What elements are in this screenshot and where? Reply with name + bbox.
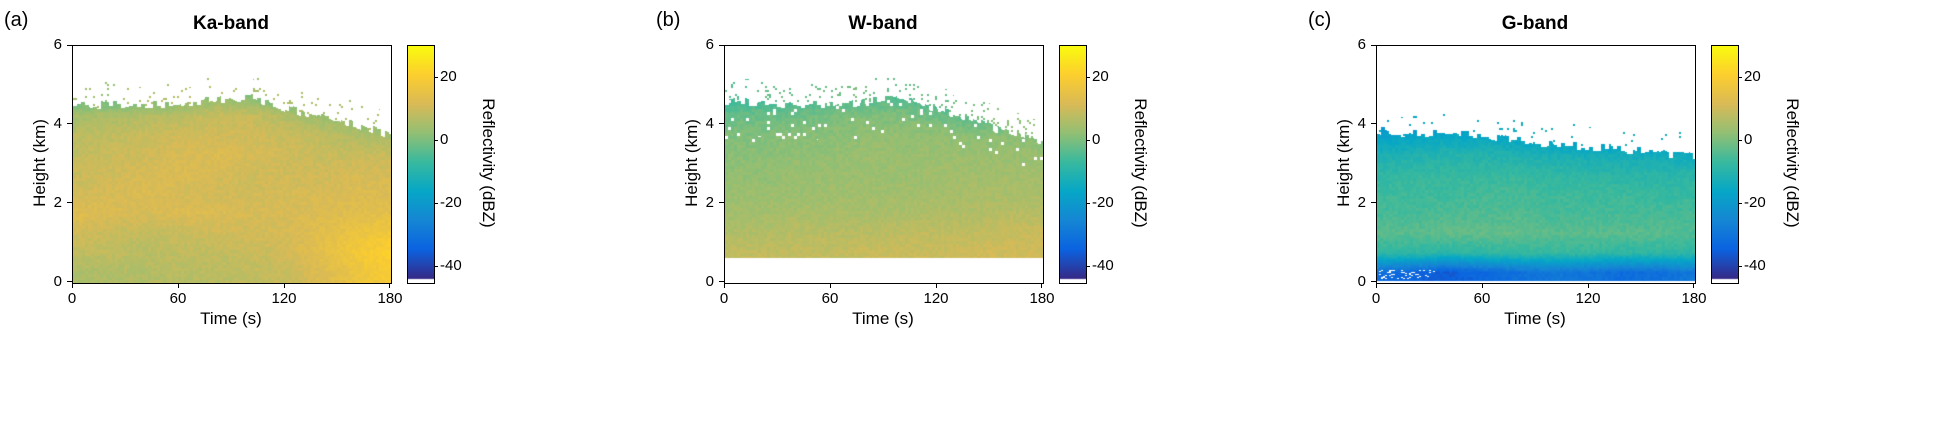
x-axis-label: Time (s) — [200, 309, 262, 328]
x-tick-mark — [936, 283, 937, 288]
y-tick-mark — [1371, 45, 1376, 46]
y-tick-mark — [67, 202, 72, 203]
y-tick-label: 2 — [53, 194, 62, 211]
y-tick-mark — [1371, 123, 1376, 124]
y-tick-mark — [719, 281, 724, 282]
colorbar-tick-label: -40 — [440, 257, 462, 275]
x-tick-label: 120 — [923, 290, 949, 307]
heatmap-canvas — [725, 46, 1043, 283]
plot-title: G-band — [1501, 13, 1569, 34]
y-tick-mark — [719, 45, 724, 46]
panel-ka-band: (a) Ka-band Height (km) Time (s) Reflect… — [0, 0, 652, 430]
panel-letter: (a) — [4, 9, 29, 31]
x-tick-mark — [1693, 283, 1694, 288]
y-tick-label: 6 — [53, 36, 62, 53]
panel-g-band: (c) G-band Height (km) Time (s) Reflecti… — [1304, 0, 1956, 430]
x-tick-label: 0 — [719, 290, 729, 307]
y-tick-label: 2 — [705, 194, 714, 211]
x-tick-mark — [724, 283, 725, 288]
x-tick-label: 180 — [1029, 290, 1055, 307]
x-tick-label: 60 — [169, 290, 187, 307]
heatmap-plot — [72, 45, 392, 284]
colorbar-tick-mark — [1738, 139, 1742, 141]
x-tick-label: 180 — [377, 290, 403, 307]
heatmap-canvas — [73, 46, 391, 283]
x-tick-label: 180 — [1681, 290, 1707, 307]
x-tick-label: 0 — [67, 290, 77, 307]
x-tick-label: 60 — [1473, 290, 1491, 307]
x-tick-mark — [1376, 283, 1377, 288]
colorbar-tick-mark — [1086, 139, 1090, 141]
colorbar-label: Reflectivity (dBZ) — [1783, 98, 1802, 228]
plot-title: W-band — [848, 13, 918, 34]
y-tick-label: 4 — [1357, 115, 1366, 132]
colorbar-tick-mark — [1738, 76, 1742, 78]
y-tick-label: 4 — [705, 115, 714, 132]
colorbar-tick-mark — [434, 76, 438, 78]
colorbar-tick-label: -20 — [1744, 194, 1766, 211]
x-tick-mark — [1041, 283, 1042, 288]
y-tick-mark — [1371, 281, 1376, 282]
x-tick-mark — [830, 283, 831, 288]
x-tick-mark — [72, 283, 73, 288]
x-tick-label: 60 — [821, 290, 839, 307]
y-tick-mark — [719, 202, 724, 203]
colorbar-tick-label: 20 — [440, 67, 457, 85]
y-tick-mark — [67, 45, 72, 46]
colorbar-tick-mark — [1086, 76, 1090, 78]
heatmap-canvas — [1377, 46, 1695, 283]
colorbar-tick-mark — [1086, 203, 1090, 204]
colorbar-tick-label: -40 — [1092, 257, 1114, 275]
x-axis-label: Time (s) — [852, 309, 914, 328]
x-tick-mark — [1482, 283, 1483, 288]
x-tick-label: 120 — [1575, 290, 1601, 307]
y-tick-label: 4 — [53, 115, 62, 132]
colorbar-label: Reflectivity (dBZ) — [1131, 98, 1150, 228]
y-tick-mark — [67, 281, 72, 282]
colorbar — [1711, 45, 1739, 284]
colorbar-tick-label: -20 — [440, 194, 462, 211]
x-axis-label: Time (s) — [1504, 309, 1566, 328]
colorbar-tick-mark — [1738, 203, 1742, 204]
colorbar — [1059, 45, 1087, 284]
y-tick-mark — [67, 123, 72, 124]
colorbar-tick-label: -40 — [1744, 257, 1766, 275]
x-tick-mark — [178, 283, 179, 288]
colorbar-tick-label: 20 — [1092, 67, 1109, 85]
colorbar-tick-label: 20 — [1744, 67, 1761, 85]
x-tick-mark — [1588, 283, 1589, 288]
y-tick-label: 0 — [705, 273, 714, 290]
colorbar-tick-label: -20 — [1092, 194, 1114, 211]
panel-letter: (b) — [656, 9, 681, 31]
colorbar-tick-mark — [434, 139, 438, 141]
y-tick-label: 6 — [705, 36, 714, 53]
colorbar-tick-mark — [434, 266, 438, 268]
colorbar-tick-label: 0 — [1092, 130, 1101, 148]
x-tick-label: 120 — [271, 290, 297, 307]
colorbar-tick-mark — [1086, 266, 1090, 268]
y-tick-label: 6 — [1357, 36, 1366, 53]
y-tick-label: 0 — [53, 273, 62, 290]
panel-w-band: (b) W-band Height (km) Time (s) Reflecti… — [652, 0, 1304, 430]
y-tick-mark — [719, 123, 724, 124]
colorbar-tick-mark — [1738, 266, 1742, 268]
plot-title: Ka-band — [193, 13, 269, 34]
colorbar-tick-mark — [434, 203, 438, 204]
colorbar-tick-label: 0 — [440, 130, 449, 148]
colorbar — [407, 45, 435, 284]
x-tick-mark — [389, 283, 390, 288]
y-tick-label: 0 — [1357, 273, 1366, 290]
panel-letter: (c) — [1308, 9, 1332, 31]
y-tick-label: 2 — [1357, 194, 1366, 211]
y-tick-mark — [1371, 202, 1376, 203]
x-tick-label: 0 — [1371, 290, 1381, 307]
heatmap-plot — [724, 45, 1044, 284]
colorbar-label: Reflectivity (dBZ) — [479, 98, 498, 228]
heatmap-plot — [1376, 45, 1696, 284]
x-tick-mark — [284, 283, 285, 288]
colorbar-tick-label: 0 — [1744, 130, 1753, 148]
